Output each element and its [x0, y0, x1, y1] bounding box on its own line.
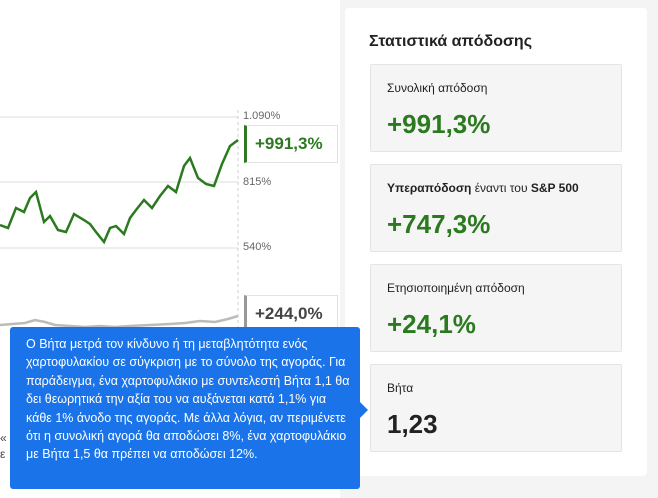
portfolio-return-callout: +991,3%: [244, 125, 338, 163]
stat-value: +24,1%: [387, 309, 476, 339]
tick-label-mid: 815%: [243, 176, 272, 188]
stat-value: 1,23: [387, 409, 438, 439]
stat-value: +991,3%: [387, 109, 491, 139]
stat-value: +747,3%: [387, 209, 491, 239]
stat-label-bold: Υπεραπόδοση: [387, 181, 472, 195]
stat-label-rest: έναντι του: [471, 181, 531, 195]
stat-label: Συνολική απόδοση: [387, 81, 488, 95]
edge-text-top: «: [0, 431, 7, 445]
tick-label-top: 1.090%: [243, 110, 281, 122]
benchmark-return-callout: +244,0%: [244, 295, 338, 333]
edge-text-bottom: ε: [0, 447, 6, 461]
stat-card-outperformance: Υπεραπόδοση έναντι του S&P 500 +747,3%: [370, 164, 622, 252]
beta-tooltip: Ο Βήτα μετρά τον κίνδυνο ή τη μεταβλητότ…: [10, 327, 368, 489]
portfolio-line: [0, 139, 239, 245]
stat-label: Ετησιοποιημένη απόδοση: [387, 281, 525, 295]
stat-card-total-return: Συνολική απόδοση +991,3%: [370, 64, 622, 152]
benchmark-line: [0, 314, 239, 329]
stat-card-beta[interactable]: Βήτα 1,23: [370, 364, 622, 452]
panel-title: Στατιστικά απόδοσης: [369, 33, 533, 50]
stat-label: Υπεραπόδοση έναντι του S&P 500: [387, 181, 605, 197]
stat-card-annualized-return: Ετησιοποιημένη απόδοση +24,1%: [370, 264, 622, 352]
stat-label-benchmark: S&P 500: [530, 181, 579, 195]
chart-svg: [0, 110, 239, 330]
stat-label: Βήτα: [387, 381, 414, 395]
tick-label-low: 540%: [243, 241, 272, 253]
performance-stats-panel: Στατιστικά απόδοσης Συνολική απόδοση +99…: [345, 8, 647, 476]
